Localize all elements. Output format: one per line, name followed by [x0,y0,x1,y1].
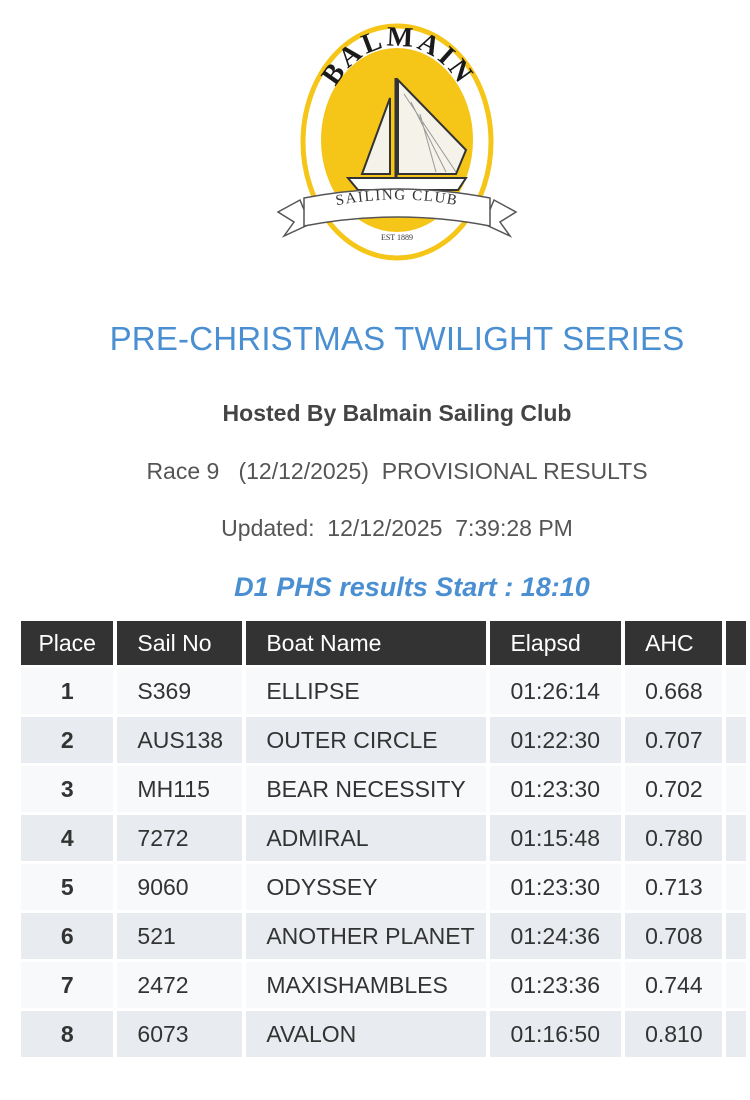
cell-ahc: 0.713 [625,864,722,910]
results-heading: D1 PHS results Start : 18:10 [234,572,590,602]
table-row: 5 9060 ODYSSEY 01:23:30 0.713 [21,864,746,910]
cell-boat-name: AVALON [246,1011,487,1057]
cell-ahc: 0.780 [625,815,722,861]
cell-ahc: 0.744 [625,962,722,1008]
cell-place: 7 [21,962,114,1008]
cell-sail-no: AUS138 [117,717,243,763]
column-header-place[interactable]: Place [21,621,114,665]
cell-elapsed: 01:26:14 [490,668,622,714]
cell-elapsed: 01:23:30 [490,766,622,812]
cell-place: 3 [21,766,114,812]
cell-place: 2 [21,717,114,763]
cell-elapsed: 01:15:48 [490,815,622,861]
cell-ahc: 0.702 [625,766,722,812]
cell-boat-name: ADMIRAL [246,815,487,861]
cell-boat-name: OUTER CIRCLE [246,717,487,763]
cell-sail-no: MH115 [117,766,243,812]
column-header-boat-name[interactable]: Boat Name [246,621,487,665]
cell-boat-name: ELLIPSE [246,668,487,714]
cell-place: 1 [21,668,114,714]
svg-text:SAILING CLUB: SAILING CLUB [334,187,459,209]
cell-ahc: 0.707 [625,717,722,763]
table-row: 1 S369 ELLIPSE 01:26:14 0.668 [21,668,746,714]
results-table: Place Sail No Boat Name Elapsd AHC 1 S36… [17,618,750,1060]
cell-sail-no: 521 [117,913,243,959]
race-info: Race 9 (12/12/2025) PROVISIONAL RESULTS [146,458,648,484]
cell-elapsed: 01:23:30 [490,864,622,910]
cell-place: 4 [21,815,114,861]
updated-timestamp: Updated: 12/12/2025 7:39:28 PM [221,515,573,541]
cell-elapsed: 01:24:36 [490,913,622,959]
cell-overflow [725,913,746,959]
cell-ahc: 0.810 [625,1011,722,1057]
cell-overflow [725,766,746,812]
svg-text:EST 1889: EST 1889 [381,233,413,242]
cell-boat-name: MAXISHAMBLES [246,962,487,1008]
balmain-sailing-club-logo: BALMAIN SAILING CLUB EST 1889 [276,22,518,261]
column-header-ahc[interactable]: AHC [625,621,722,665]
cell-overflow [725,668,746,714]
table-row: 6 521 ANOTHER PLANET 01:24:36 0.708 [21,913,746,959]
hosted-by: Hosted By Balmain Sailing Club [222,400,572,426]
cell-elapsed: 01:16:50 [490,1011,622,1057]
cell-boat-name: ANOTHER PLANET [246,913,487,959]
cell-sail-no: 9060 [117,864,243,910]
cell-overflow [725,1011,746,1057]
cell-elapsed: 01:22:30 [490,717,622,763]
cell-place: 5 [21,864,114,910]
table-row: 8 6073 AVALON 01:16:50 0.810 [21,1011,746,1057]
table-row: 7 2472 MAXISHAMBLES 01:23:36 0.744 [21,962,746,1008]
table-row: 2 AUS138 OUTER CIRCLE 01:22:30 0.707 [21,717,746,763]
table-row: 4 7272 ADMIRAL 01:15:48 0.780 [21,815,746,861]
cell-ahc: 0.668 [625,668,722,714]
cell-sail-no: 6073 [117,1011,243,1057]
cell-overflow [725,864,746,910]
table-header-row: Place Sail No Boat Name Elapsd AHC [21,621,746,665]
cell-place: 8 [21,1011,114,1057]
column-header-sail-no[interactable]: Sail No [117,621,243,665]
cell-place: 6 [21,913,114,959]
page-title: PRE-CHRISTMAS TWILIGHT SERIES [109,320,685,357]
cell-sail-no: 7272 [117,815,243,861]
cell-elapsed: 01:23:36 [490,962,622,1008]
cell-overflow [725,717,746,763]
cell-boat-name: ODYSSEY [246,864,487,910]
table-row: 3 MH115 BEAR NECESSITY 01:23:30 0.702 [21,766,746,812]
cell-sail-no: 2472 [117,962,243,1008]
cell-sail-no: S369 [117,668,243,714]
cell-overflow [725,815,746,861]
column-header-elapsed[interactable]: Elapsd [490,621,622,665]
cell-boat-name: BEAR NECESSITY [246,766,487,812]
cell-overflow [725,962,746,1008]
cell-ahc: 0.708 [625,913,722,959]
column-header-more[interactable] [725,621,746,665]
